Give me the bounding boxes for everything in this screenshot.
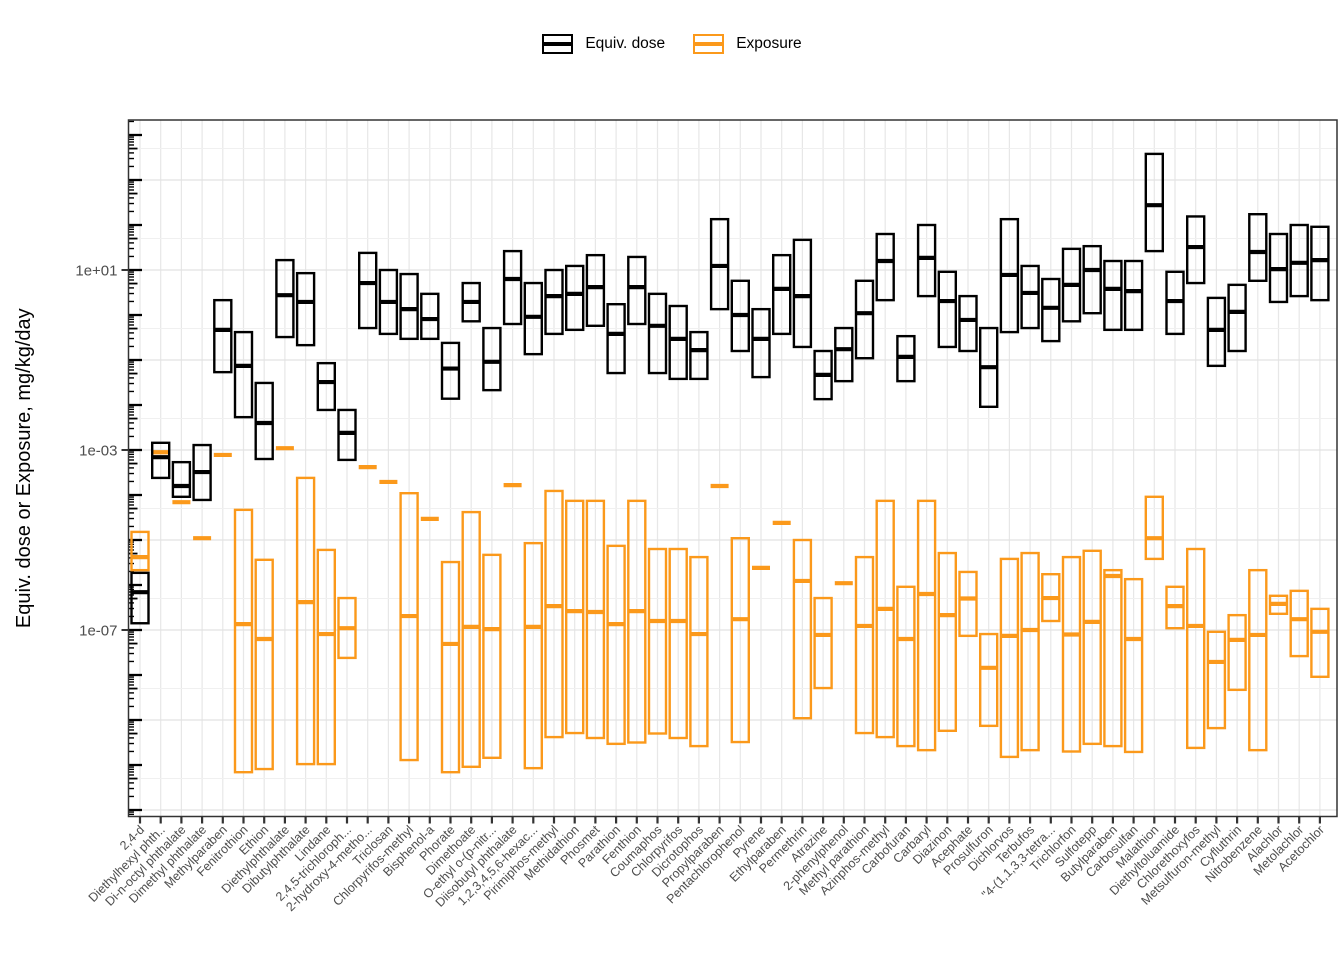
exposure-box: [1020, 551, 1040, 752]
exposure-box: [130, 530, 150, 572]
exposure-box: [689, 555, 709, 748]
dose-box: [275, 258, 295, 339]
crossbar-key-icon: [693, 34, 725, 54]
crossbar-key-icon: [542, 34, 574, 54]
dose-box: [544, 268, 564, 336]
dose-box: [1144, 152, 1165, 253]
exposure-box: [875, 499, 895, 739]
exposure-box: [1123, 577, 1144, 754]
exposure-box: [585, 499, 606, 740]
dose-box: [647, 292, 668, 375]
exposure-box: [440, 560, 461, 774]
panel-border: [127, 119, 1338, 818]
exposure-box: [233, 508, 254, 774]
dose-box: [399, 272, 419, 341]
exposure-box: [1185, 547, 1206, 750]
exposure-box: [813, 596, 833, 690]
dose-box: [792, 238, 813, 349]
dose-box: [565, 264, 585, 332]
legend-entry-equiv-dose: Equiv. dose: [542, 34, 665, 54]
dose-box: [233, 330, 254, 419]
exposure-box: [916, 499, 937, 752]
exposure-box: [1103, 568, 1123, 748]
exposure-box: [999, 557, 1020, 759]
exposure-box: [1227, 613, 1247, 692]
exposure-box: [254, 558, 274, 771]
dose-box: [420, 292, 440, 341]
dose-box: [1123, 259, 1144, 332]
y-tick-label: 1e+01: [75, 263, 117, 280]
dose-box: [295, 271, 316, 347]
exposure-box: [792, 538, 813, 720]
dose-box: [130, 571, 150, 625]
dose-box: [668, 304, 688, 381]
exposure-box: [461, 510, 481, 768]
dose-box: [1248, 212, 1268, 282]
dose-box: [916, 223, 937, 298]
exposure-box: [1248, 568, 1268, 752]
legend-entry-exposure: Exposure: [693, 34, 802, 54]
exposure-box: [1082, 549, 1102, 746]
dose-box: [1185, 215, 1206, 285]
exposure-box: [854, 555, 875, 735]
y-axis-title: Equiv. dose or Exposure, mg/kg/day: [13, 308, 35, 628]
dose-box: [358, 251, 378, 330]
dose-box: [937, 270, 957, 349]
dose-box: [171, 460, 192, 498]
dose-box: [751, 307, 771, 379]
exposure-box: [482, 553, 502, 759]
exposure-box: [1144, 495, 1165, 561]
exposure-box: [544, 489, 564, 739]
dose-box: [150, 441, 171, 480]
exposure-box: [523, 541, 543, 770]
y-tick-label: 1e-03: [79, 443, 117, 460]
legend-label: Exposure: [736, 35, 802, 52]
y-tick-label: 1e-07: [79, 623, 117, 640]
dose-box: [689, 330, 709, 381]
dose-box: [316, 361, 336, 412]
dose-box: [502, 249, 523, 326]
dose-box: [1082, 244, 1102, 315]
dose-box: [606, 303, 626, 375]
dose-box: [1289, 223, 1309, 298]
exposure-box: [1310, 607, 1330, 678]
exposure-box: [896, 585, 916, 748]
exposure-box: [1206, 630, 1227, 730]
legend: Equiv. dose Exposure: [0, 34, 1344, 54]
exposure-box: [399, 492, 419, 762]
exposure-box: [668, 547, 688, 740]
exposure-box: [606, 544, 626, 746]
dose-box: [772, 253, 792, 336]
dose-box: [1103, 259, 1123, 332]
exposure-box: [316, 548, 336, 766]
exposure-box: [730, 537, 750, 744]
dose-box: [1020, 264, 1040, 330]
dose-box: [1227, 283, 1247, 353]
exposure-box: [958, 570, 978, 638]
dose-box: [440, 341, 461, 400]
exposure-box: [627, 499, 647, 744]
dose-box: [1041, 277, 1061, 343]
dose-box: [958, 294, 978, 353]
exposure-box: [1061, 555, 1082, 753]
dose-box: [1310, 225, 1330, 302]
exposure-box: [565, 499, 585, 735]
dose-box: [585, 253, 606, 327]
dose-box: [875, 232, 895, 302]
dose-box: [627, 255, 647, 326]
dose-box: [213, 298, 233, 374]
exposure-box: [937, 551, 957, 732]
legend-label: Equiv. dose: [585, 35, 666, 52]
dose-box: [482, 326, 502, 392]
dose-box: [854, 279, 875, 360]
exposure-box: [979, 632, 999, 728]
exposure-box: [295, 476, 316, 766]
dose-box: [834, 326, 854, 383]
exposure-box: [647, 547, 668, 735]
exposure-box: [1289, 589, 1309, 658]
